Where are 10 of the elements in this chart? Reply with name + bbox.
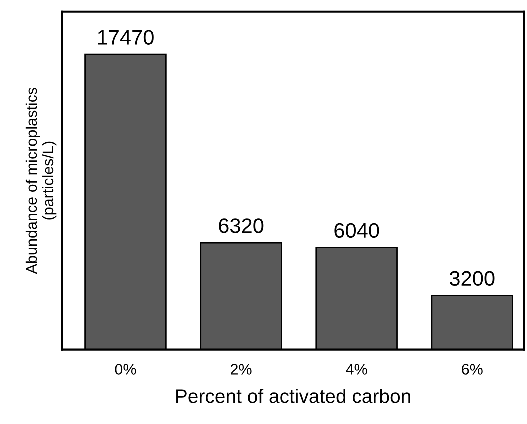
x-tick-label: 6%: [462, 364, 483, 375]
y-axis-title: Abundance of microplastics (particles/L): [26, 88, 57, 274]
data-label: 3200: [450, 271, 495, 286]
x-tick-label: 0%: [115, 364, 136, 375]
data-label: 17470: [98, 30, 154, 45]
data-label: 6320: [219, 218, 264, 234]
x-tick-label: 4%: [346, 364, 368, 375]
x-tick-label: 2%: [231, 364, 252, 375]
x-axis-title: Percent of activated carbon: [176, 389, 410, 404]
data-label: 6040: [334, 223, 380, 238]
